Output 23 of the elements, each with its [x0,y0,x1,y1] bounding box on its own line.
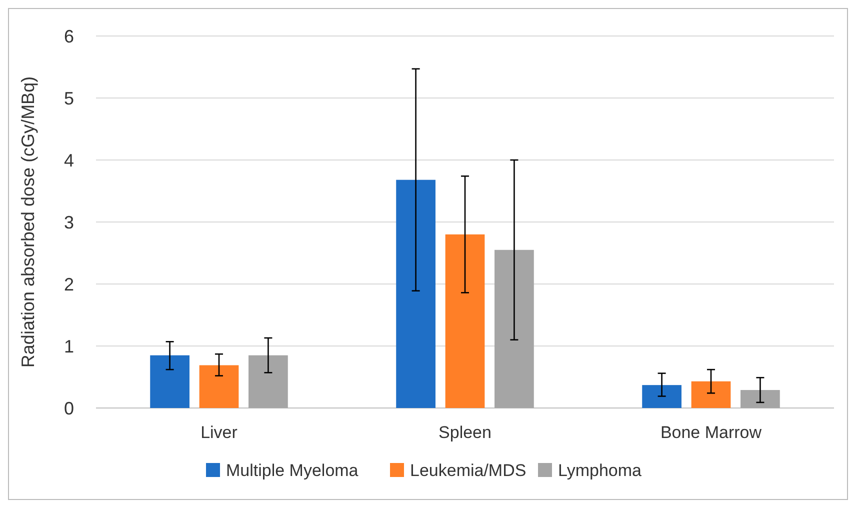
y-axis-title: Radiation absorbed dose (cGy/MBq) [18,76,38,368]
x-tick-label: Spleen [438,423,492,442]
y-tick-label: 0 [64,398,74,418]
y-tick-label: 5 [64,88,74,108]
y-tick-label: 4 [64,150,74,170]
bar [150,355,190,408]
x-tick-label: Liver [200,423,238,442]
bar [642,385,682,408]
y-tick-label: 6 [64,26,74,46]
bar [691,381,731,408]
bar [740,390,780,408]
legend-label: Multiple Myeloma [226,460,359,480]
legend-label: Leukemia/MDS [410,460,526,480]
bar [248,355,288,408]
bar [396,180,436,408]
y-tick-label: 2 [64,274,74,294]
legend-label: Lymphoma [558,460,642,480]
y-tick-label: 1 [64,336,74,356]
y-tick-label: 3 [64,212,74,232]
x-tick-label: Bone Marrow [660,423,762,442]
bar [494,250,534,408]
bar [199,365,239,408]
bar [445,234,485,408]
